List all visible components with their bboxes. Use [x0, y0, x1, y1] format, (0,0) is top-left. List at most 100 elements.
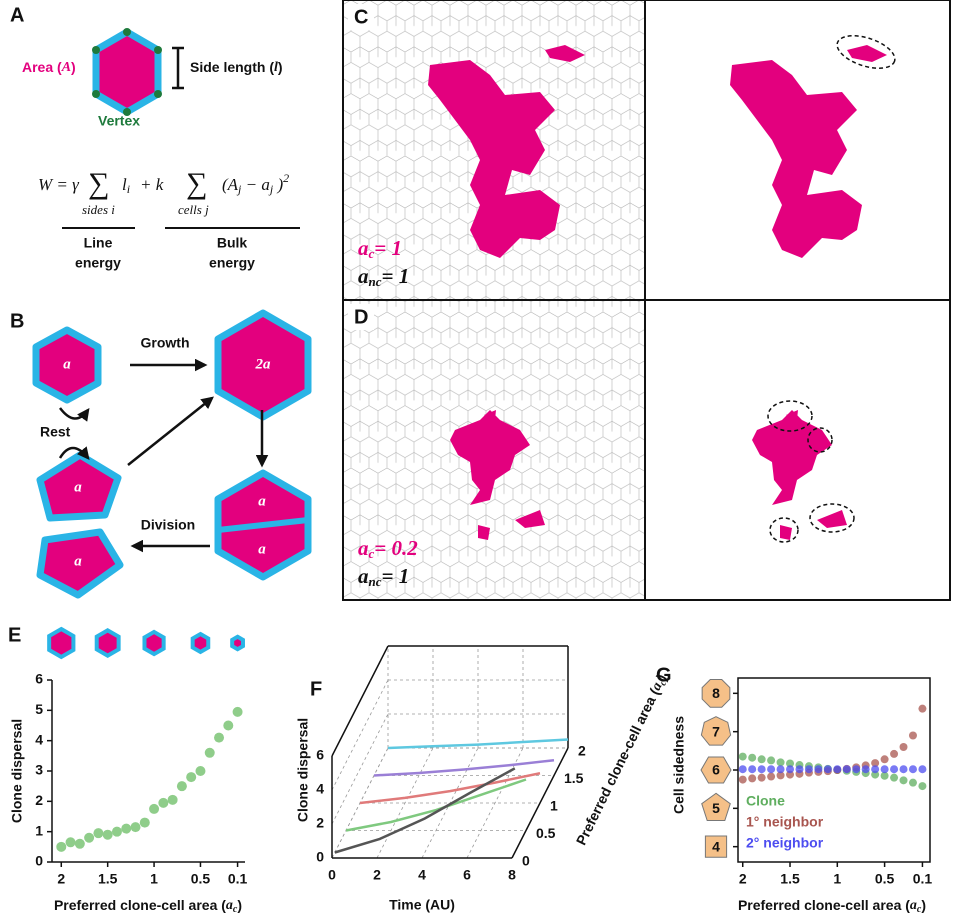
line [335, 768, 515, 852]
label-part: Preferred clone-cell area ( [738, 897, 910, 913]
panel-letter: D [354, 306, 368, 328]
x-tick-label: 0 [328, 867, 336, 883]
x-tick-label: 1.5 [780, 871, 800, 887]
line [346, 780, 526, 831]
point [112, 827, 122, 837]
depth-axis-label: Preferred clone-cell area (ac) [572, 671, 671, 848]
area-icon [97, 630, 119, 655]
panel-a: A Area (A) Side length (l) Vertex W = γ … [10, 4, 300, 270]
label-part: ) [237, 897, 242, 913]
point [748, 765, 756, 773]
point [890, 765, 898, 773]
y-axis-label: Cell sidedness [671, 716, 687, 814]
point [852, 765, 860, 773]
x-tick-label: 0.5 [191, 871, 211, 887]
x-tick-label: 6 [463, 867, 471, 883]
point [131, 822, 141, 832]
area-icon [144, 632, 163, 654]
nonclone-area: anc= 1 [358, 564, 409, 589]
cell [96, 32, 158, 112]
x-tick-label: 2 [57, 871, 65, 887]
point [900, 765, 908, 773]
point [918, 705, 926, 713]
panel-letter: C [354, 6, 368, 28]
point [777, 758, 785, 766]
point [758, 765, 766, 773]
point [777, 765, 785, 773]
point [890, 774, 898, 782]
grid-line [332, 714, 388, 824]
y-tick-label: 5 [712, 800, 720, 816]
y-tick-label: 0 [35, 853, 43, 869]
cell-label: a [63, 356, 71, 372]
energy-label: energy [209, 255, 255, 271]
division-label: Division [141, 517, 195, 533]
label-part: Preferred clone-cell area ( [54, 897, 226, 913]
x-tick-label: 2 [739, 871, 747, 887]
point [909, 765, 917, 773]
point [881, 755, 889, 763]
y-axis-label: Clone dispersal [295, 718, 311, 822]
y-tick-label: 7 [712, 723, 720, 739]
panel-letter: F [310, 678, 322, 700]
x-tick-label: 4 [418, 867, 426, 883]
vertex-label: Vertex [98, 113, 140, 129]
bracket [172, 48, 184, 88]
point [814, 765, 822, 773]
point [758, 774, 766, 782]
point [177, 781, 187, 791]
energy-label: Bulk [217, 235, 248, 251]
depth-tick-label: 1.5 [564, 770, 584, 786]
point [149, 804, 159, 814]
panels-cd: C D ac= 1 anc= 1 ac= 0.2 anc= 1 [343, 0, 950, 600]
arrow [128, 398, 212, 465]
point [84, 833, 94, 843]
point [121, 824, 131, 834]
line [374, 760, 554, 775]
y-tick-label: 6 [712, 762, 720, 778]
point [805, 765, 813, 773]
point [767, 773, 775, 781]
y-tick-label: 4 [316, 781, 324, 797]
panel-letter: G [656, 664, 672, 686]
x-axis-label: Preferred clone-cell area (ac) [54, 897, 242, 916]
point [918, 782, 926, 790]
point [75, 839, 85, 849]
point [862, 765, 870, 773]
point [103, 830, 113, 840]
label-part: Preferred clone-cell area ( [572, 686, 662, 848]
x-tick-label: 2 [373, 867, 381, 883]
point [223, 721, 233, 731]
clone [752, 410, 847, 540]
rest-label: Rest [40, 424, 71, 440]
point [767, 756, 775, 764]
point [767, 765, 775, 773]
point [833, 765, 841, 773]
point [824, 765, 832, 773]
cell-label: a [258, 541, 266, 557]
cell-label: a [258, 493, 266, 509]
sum-under: sides i [82, 202, 115, 217]
point [748, 754, 756, 762]
y-tick-label: 4 [712, 838, 720, 854]
point [871, 765, 879, 773]
y-tick-label: 2 [316, 815, 324, 831]
point [900, 743, 908, 751]
panel-letter: E [8, 624, 21, 646]
point [843, 765, 851, 773]
y-tick-label: 6 [35, 671, 43, 687]
rest-arrow [60, 408, 88, 419]
depth-tick-label: 0.5 [536, 825, 556, 841]
area-icon [49, 629, 73, 657]
clone [730, 45, 887, 258]
energy-label: energy [75, 255, 121, 271]
y-tick-label: 1 [35, 822, 43, 838]
depth-tick-label: 2 [578, 743, 586, 759]
point [186, 772, 196, 782]
point [739, 765, 747, 773]
figure: A Area (A) Side length (l) Vertex W = γ … [0, 0, 955, 920]
point [909, 779, 917, 787]
point [786, 765, 794, 773]
y-tick-label: 6 [316, 747, 324, 763]
point [909, 732, 917, 740]
